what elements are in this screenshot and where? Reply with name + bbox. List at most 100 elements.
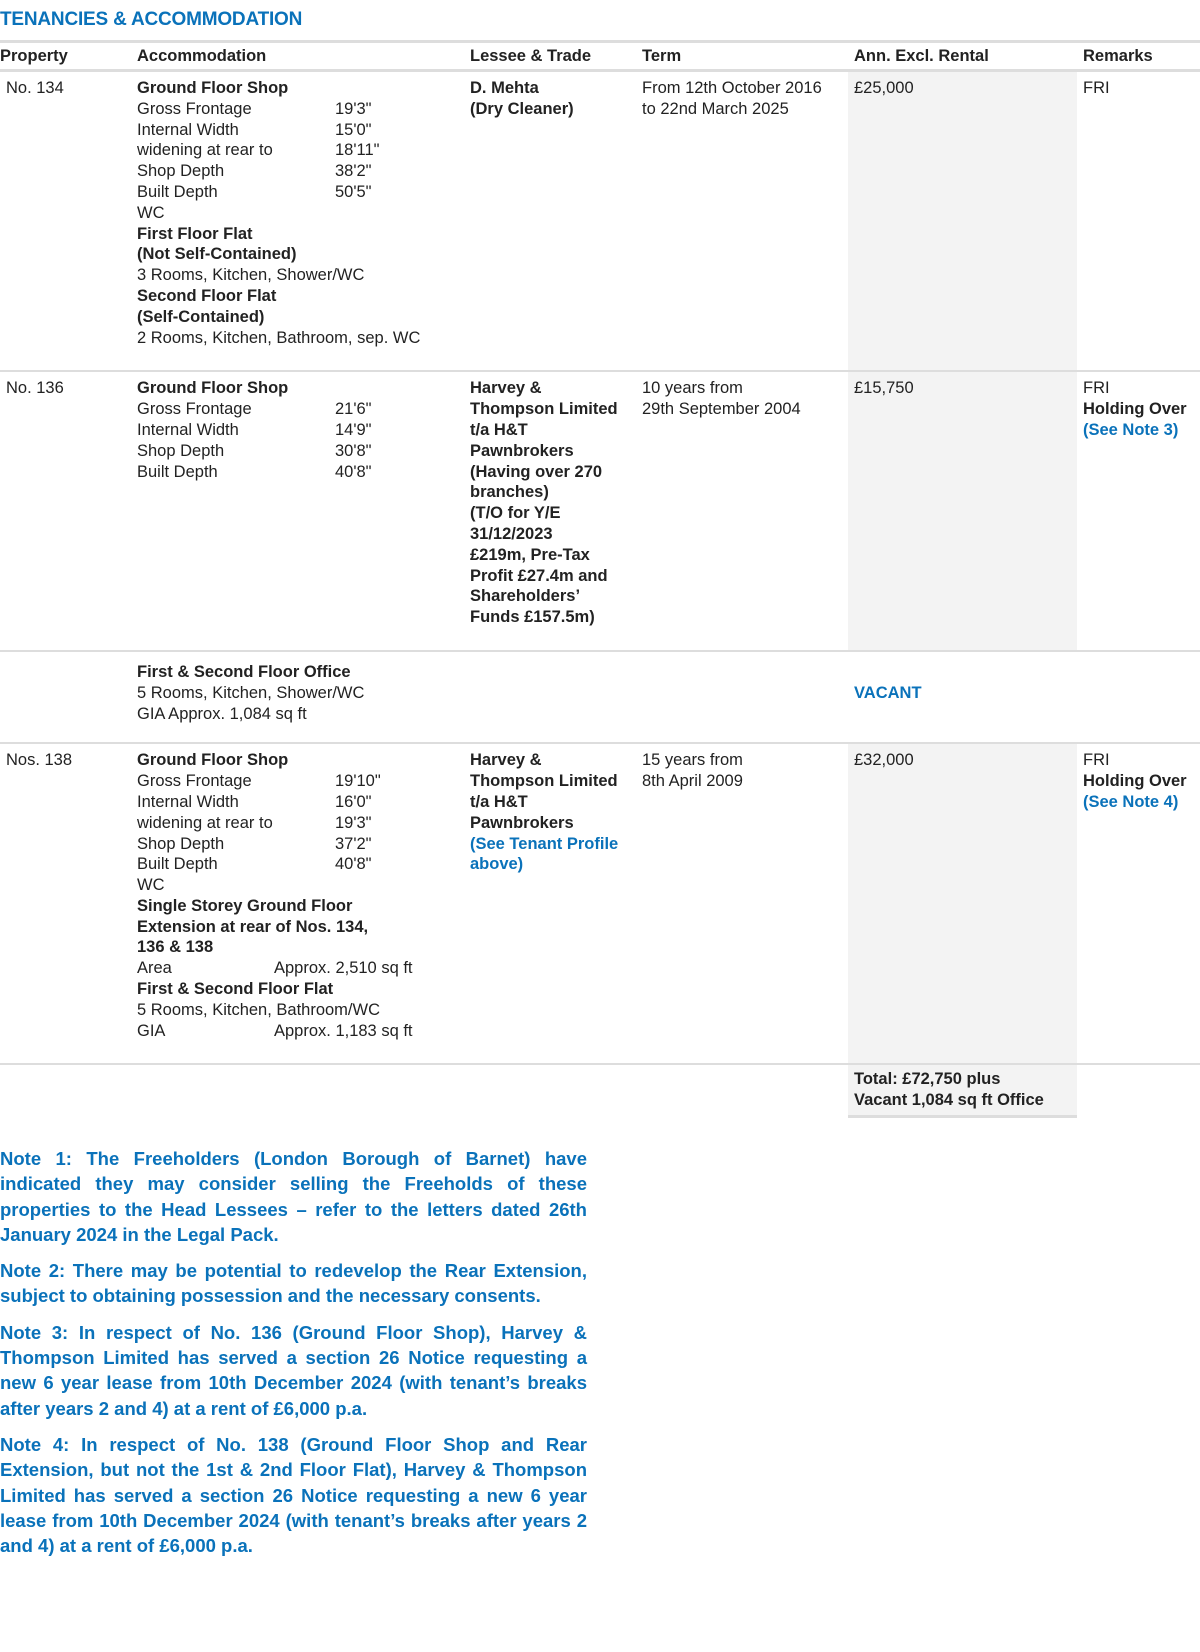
dimension-line: Gross Frontage 19'10" xyxy=(137,771,470,792)
dimension-value: 19'10" xyxy=(335,772,381,791)
dimension-value: 40'8" xyxy=(335,462,372,481)
dimension-value: 40'8" xyxy=(335,855,372,874)
term-line: 29th September 2004 xyxy=(642,400,801,419)
dimension-label: Shop Depth xyxy=(137,162,225,181)
dimension-value: 21'6" xyxy=(335,400,372,419)
text-line: Ground Floor Shop xyxy=(137,79,289,97)
dimension-line: Internal Width 15'0" xyxy=(137,120,470,141)
dimension-value: 30'8" xyxy=(335,441,372,460)
term-line: to 22nd March 2025 xyxy=(642,99,789,118)
total-row: Total: £72,750 plus Vacant 1,084 sq ft Of… xyxy=(0,1065,1200,1119)
term-line: 8th April 2009 xyxy=(642,772,743,791)
table-row: No. 136 Ground Floor Shop Gross Frontage 2… xyxy=(0,372,1200,650)
dimension-line: Gross Frontage 19'3" xyxy=(137,99,470,120)
text-line: 31/12/2023 xyxy=(470,524,553,543)
header-property: Property xyxy=(0,46,68,65)
text-line: £219m, Pre-Tax xyxy=(470,545,590,564)
header-lessee: Lessee & Trade xyxy=(470,46,592,65)
dimension-value: Approx. 1,183 sq ft xyxy=(274,1021,413,1040)
text-line: Thompson Limited xyxy=(470,772,618,791)
text-line: Pawnbrokers xyxy=(470,813,574,832)
text-line: (T/O for Y/E xyxy=(470,504,561,523)
text-line: t/a H&T xyxy=(470,792,528,811)
property-cell: Nos. 138 xyxy=(6,751,73,770)
table-header: Property Accommodation Lessee & Trade Te… xyxy=(0,40,1200,72)
dimension-line: Gross Frontage 21'6" xyxy=(137,399,470,420)
accommodation-cell: Ground Floor Shop Gross Frontage 21'6" Inte… xyxy=(137,372,470,650)
text-line: Second Floor Flat xyxy=(137,286,277,305)
accommodation-cell: Ground Floor Shop Gross Frontage 19'3" Inte… xyxy=(137,72,470,370)
header-remarks: Remarks xyxy=(1083,46,1153,65)
dimension-value: 18'11" xyxy=(335,141,380,160)
dimension-line: Shop Depth 30'8" xyxy=(137,441,470,462)
text-line: Extension at rear of Nos. 134, xyxy=(137,917,369,936)
text-line: First Floor Flat xyxy=(137,224,253,243)
dimension-label: Internal Width xyxy=(137,120,239,139)
dimension-value: 19'3" xyxy=(335,813,372,832)
dimension-line: Shop Depth 37'2" xyxy=(137,834,470,855)
text-line: FRI xyxy=(1083,379,1110,398)
dimension-value: 16'0" xyxy=(335,792,372,811)
text-line: (Self-Contained) xyxy=(137,307,265,326)
text-line: Harvey & xyxy=(470,379,542,398)
dimension-label: Gross Frontage xyxy=(137,99,252,118)
header-rental: Ann. Excl. Rental xyxy=(854,46,989,65)
note-link[interactable]: (See Tenant Profile xyxy=(470,834,619,853)
dimension-label: Built Depth xyxy=(137,462,218,481)
dimension-label: Shop Depth xyxy=(137,834,225,853)
dimension-label: Built Depth xyxy=(137,182,218,201)
remarks-cell: FRI Holding Over (See Note 3) xyxy=(1077,372,1200,650)
property-cell: No. 136 xyxy=(6,379,64,398)
text-line: Single Storey Ground Floor xyxy=(137,896,353,915)
dimension-label: Internal Width xyxy=(137,420,239,439)
text-line: Funds £157.5m) xyxy=(470,608,595,627)
text-line: Ground Floor Shop xyxy=(137,751,289,770)
text-line: (Having over 270 xyxy=(470,462,603,481)
remarks-cell: FRI xyxy=(1077,72,1200,370)
dimension-value: 19'3" xyxy=(335,99,372,118)
dimension-line: Internal Width 16'0" xyxy=(137,792,470,813)
text-line: Holding Over xyxy=(1083,772,1187,791)
dimension-line: widening at rear to 19'3" xyxy=(137,813,470,834)
text-line: FRI xyxy=(1083,751,1110,770)
dimension-line: GIA Approx. 1,183 sq ft xyxy=(137,1021,470,1042)
dimension-line: Built Depth 40'8" xyxy=(137,854,470,875)
dimension-line: Area Approx. 2,510 sq ft xyxy=(137,958,470,979)
table-subrow: First & Second Floor Office 5 Rooms, Kitc… xyxy=(0,649,1200,745)
rental-cell: £25,000 xyxy=(848,72,1077,371)
term-cell: 10 years from 29th September 2004 xyxy=(642,372,848,650)
text-line: 136 & 138 xyxy=(137,938,214,957)
text-line: FRI xyxy=(1083,79,1110,97)
dimension-label: Built Depth xyxy=(137,855,218,874)
text-line: 2 Rooms, Kitchen, Bathroom, sep. WC xyxy=(137,328,421,347)
dimension-label: Shop Depth xyxy=(137,441,225,460)
header-term: Term xyxy=(642,46,682,65)
remarks-cell: FRI Holding Over (See Note 4) xyxy=(1077,744,1200,1063)
text-line: branches) xyxy=(470,483,549,502)
text-line: (Dry Cleaner) xyxy=(470,99,574,118)
text-line: Holding Over xyxy=(1083,400,1187,419)
note-link[interactable]: (See Note 4) xyxy=(1083,792,1179,811)
text-line: 5 Rooms, Kitchen, Shower/WC xyxy=(137,683,365,702)
text-line: Thompson Limited xyxy=(470,400,618,419)
property-cell: No. 134 xyxy=(6,79,64,97)
note-link[interactable]: (See Note 3) xyxy=(1083,420,1179,439)
dimension-line: Internal Width 14'9" xyxy=(137,420,470,441)
text-line: (Not Self-Contained) xyxy=(137,245,297,264)
dimension-value: 37'2" xyxy=(335,834,372,853)
header-accommodation: Accommodation xyxy=(137,46,267,65)
note-link[interactable]: above) xyxy=(470,855,524,874)
note: Note 2: There may be potential to redeve… xyxy=(0,1260,587,1307)
dimension-line: Built Depth 50'5" xyxy=(137,182,470,203)
lessee-cell: Harvey & Thompson Limited t/a H&T Pawnbroke… xyxy=(470,372,642,650)
dimension-label: widening at rear to xyxy=(137,141,273,160)
note: Note 4: In respect of No. 138 (Ground Fl… xyxy=(0,1433,587,1557)
note: Note 3: In respect of No. 136 (Ground Fl… xyxy=(0,1321,587,1419)
term-line: 15 years from xyxy=(642,751,743,770)
table-row: Nos. 138 Ground Floor Shop Gross Frontage… xyxy=(0,744,1200,1066)
term-line: 10 years from xyxy=(642,379,743,398)
note: Note 1: The Freeholders (London Borough … xyxy=(0,1148,587,1245)
term-cell: 15 years from 8th April 2009 xyxy=(642,744,848,1063)
term-cell: From 12th October 2016 to 22nd March 2025 xyxy=(642,72,848,370)
text-line: t/a H&T xyxy=(470,420,528,439)
